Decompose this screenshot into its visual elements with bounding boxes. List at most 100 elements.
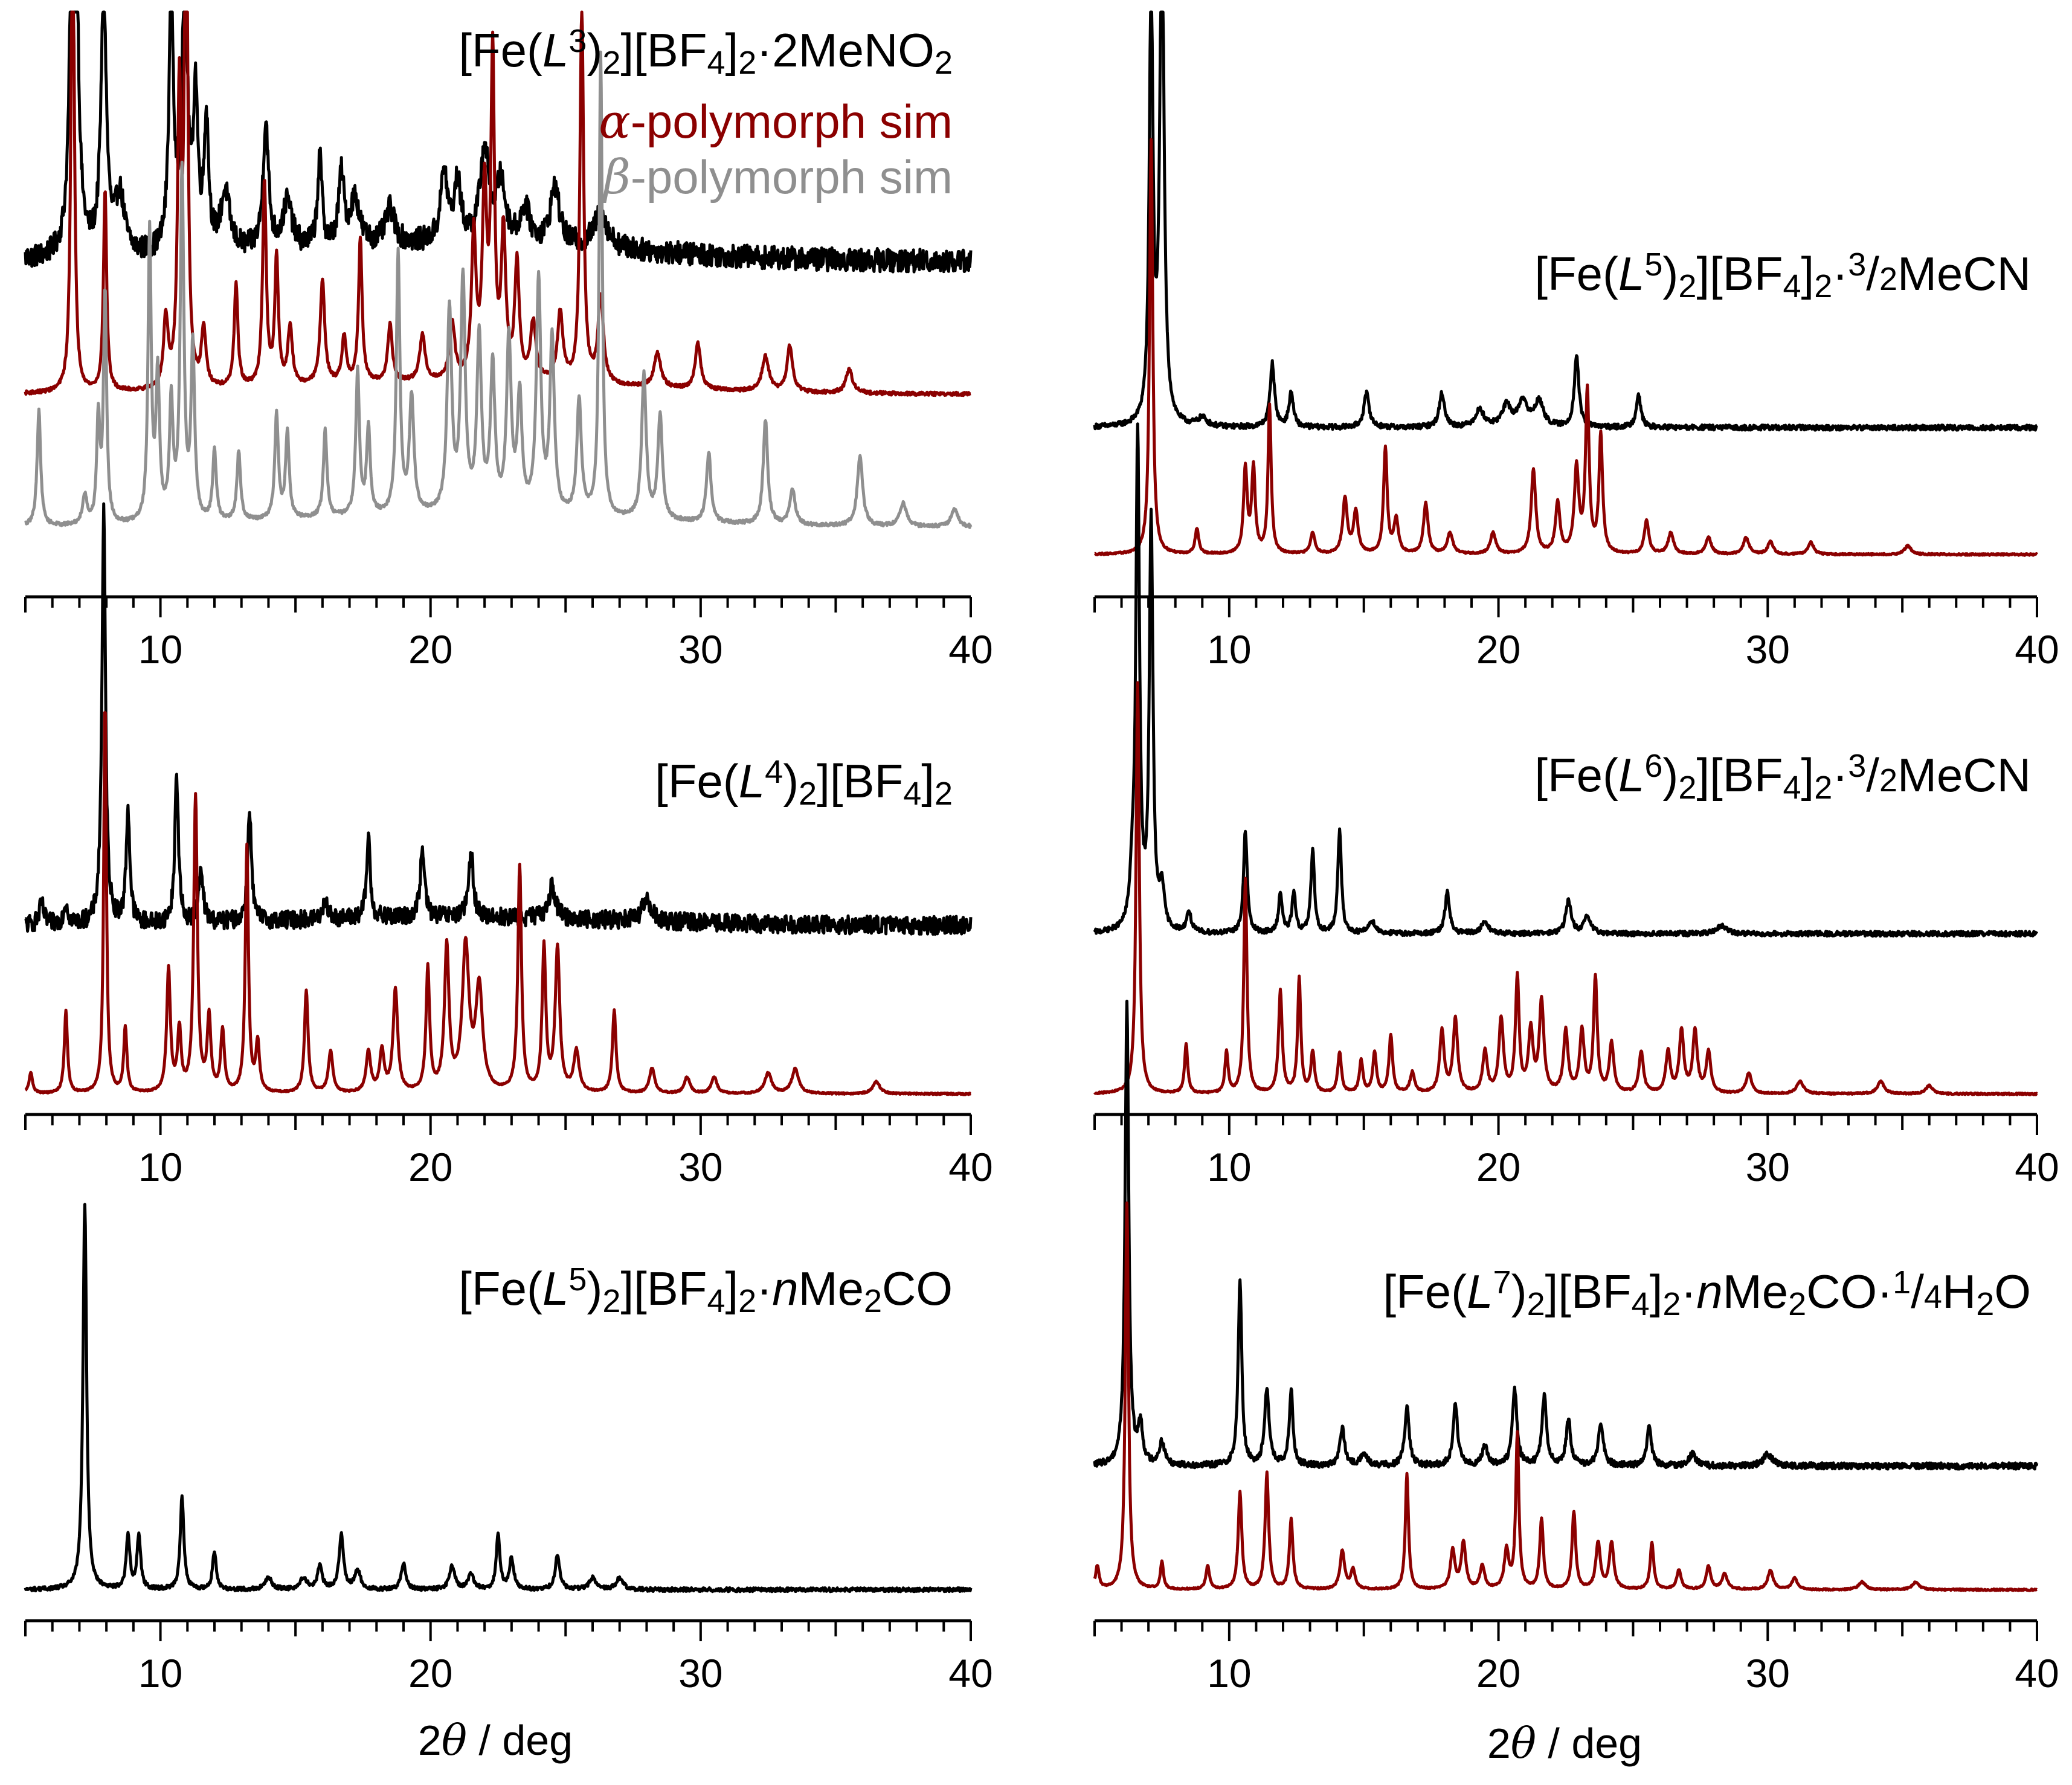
panel-title: [Fe(L3)2][BF4]2·2MeNO2 xyxy=(458,23,953,81)
panel-title-part: ) xyxy=(783,754,799,808)
panel-title-part: [Fe( xyxy=(1534,247,1618,300)
panel-title-part: 4 xyxy=(903,776,921,812)
panel-title-part: 2 xyxy=(935,45,953,81)
pattern-trace-alpha-sim xyxy=(1093,1201,2038,1592)
panel-title-part: 2 xyxy=(602,45,620,81)
panel-title-part: ) xyxy=(1662,247,1678,300)
panel-title-part: CO· xyxy=(1806,1265,1893,1318)
panel-title-part: / xyxy=(1866,748,1879,802)
x-tick-label: 20 xyxy=(1476,1145,1520,1189)
pattern-trace-alpha-sim xyxy=(1093,138,2038,557)
pattern-trace-beta-sim xyxy=(24,50,973,529)
panel-title-part: 6 xyxy=(1644,748,1662,784)
panel-title-part: ] xyxy=(726,24,739,77)
panel-title-part: 2 xyxy=(738,45,756,81)
panel-title-part: L xyxy=(1467,1265,1493,1318)
x-tick-label: 30 xyxy=(678,1651,722,1696)
panel-title-part: ][BF xyxy=(620,24,707,77)
x-tick-label: 20 xyxy=(1476,627,1520,672)
panel-title-part: 2 xyxy=(864,1283,882,1319)
x-axis-title-prefix: 2 xyxy=(418,1717,442,1764)
panel-title-part: / xyxy=(1911,1265,1924,1318)
panel-title: [Fe(L5)2][BF4]2·nMe2CO xyxy=(458,1261,953,1319)
panel-title-part: · xyxy=(756,1262,772,1315)
x-tick-label: 40 xyxy=(948,627,993,672)
legend-entry: β-polymorph sim xyxy=(602,150,953,205)
panel-title-part: [Fe( xyxy=(655,754,739,808)
panel-title-part: 5 xyxy=(1644,246,1662,283)
panel-title-part: Me xyxy=(1723,1265,1788,1318)
panel-title-part: 1 xyxy=(1893,1264,1911,1301)
panel-title-part: L xyxy=(542,24,568,77)
panel-title: [Fe(L7)2][BF4]2·nMe2CO·1/4H2O xyxy=(1383,1264,2031,1322)
chart-panel-bottom-right: 10 20 30 40[Fe(L7)2][BF4]2·nMe2CO·1/4H2O2θ … xyxy=(1093,999,2059,1768)
pattern-trace-experimental xyxy=(1093,999,2039,1471)
x-tick-label: 10 xyxy=(1207,1145,1251,1189)
panel-title-part: ][BF xyxy=(1545,1265,1632,1318)
panel-title-part: 2 xyxy=(799,776,817,812)
x-tick-label: 10 xyxy=(138,1145,182,1189)
panel-title-part: [Fe( xyxy=(458,1262,542,1315)
legend-entry: α-polymorph sim xyxy=(599,95,953,149)
x-tick-label: 30 xyxy=(678,627,722,672)
panel-title-part: 3 xyxy=(568,23,587,59)
x-tick-label: 20 xyxy=(408,627,452,672)
panel-title-part: ) xyxy=(587,1262,602,1315)
panel-title-part: ] xyxy=(726,1262,739,1315)
panel-title-part: n xyxy=(772,1262,798,1315)
panel-title-part: 3 xyxy=(1848,748,1866,784)
x-tick-label: 10 xyxy=(138,627,182,672)
panel-title-part: ][BF xyxy=(620,1262,707,1315)
panel-title-part: ] xyxy=(1801,748,1815,802)
pattern-trace-experimental xyxy=(1093,10,2038,432)
x-axis-title: 2θ / deg xyxy=(418,1716,573,1765)
panel-title-part: 2 xyxy=(935,776,953,812)
legend-label: -polymorph sim xyxy=(631,150,953,204)
x-axis-title-unit: / deg xyxy=(467,1717,573,1764)
legend-greek-letter: α xyxy=(599,95,631,149)
panel-title-part: L xyxy=(1618,748,1644,802)
panel-title-part: H xyxy=(1942,1265,1976,1318)
panel-title-part: L xyxy=(739,754,765,808)
panel-title-part: 2 xyxy=(1527,1286,1545,1322)
chart-panel-top-right: 10 20 30 40[Fe(L5)2][BF4]2·3/2MeCN xyxy=(1093,10,2059,672)
panel-title-part: 4 xyxy=(707,1283,725,1319)
x-axis-title: 2θ / deg xyxy=(1487,1719,1642,1768)
panel-title-part: ) xyxy=(1662,748,1678,802)
panel-title-part: [Fe( xyxy=(1383,1265,1467,1318)
panel-title-part: 4 xyxy=(1632,1286,1650,1322)
panel-title-part: L xyxy=(542,1262,568,1315)
panel-title-part: Me xyxy=(799,1262,864,1315)
panel-title: [Fe(L5)2][BF4]2·3/2MeCN xyxy=(1534,246,2031,304)
panel-title-part: n xyxy=(1696,1265,1722,1318)
panel-title-part: 4 xyxy=(1924,1279,1942,1315)
panel-title-part: O xyxy=(1994,1265,2031,1318)
panel-title-part: 2 xyxy=(1788,1286,1806,1322)
x-tick-label: 30 xyxy=(1746,627,1790,672)
pattern-trace-experimental xyxy=(24,10,973,274)
panel-title-part: ][BF xyxy=(817,754,903,808)
panel-title: [Fe(L4)2][BF4]2 xyxy=(655,754,953,812)
x-axis-title-theta: θ xyxy=(442,1716,467,1765)
panel-title-part: 2 xyxy=(1976,1286,1994,1322)
panel-title-part: 5 xyxy=(568,1261,587,1298)
panel-title-part: · xyxy=(1832,247,1848,300)
pattern-trace-experimental xyxy=(1093,422,2039,938)
panel-title-part: 2 xyxy=(1879,762,1897,799)
panel-title-part: 2 xyxy=(602,1283,620,1319)
panel-title-part: · xyxy=(1681,1265,1696,1318)
panel-title-part: 2 xyxy=(1879,261,1897,297)
pattern-trace-experimental xyxy=(24,502,973,936)
panel-title-part: 2 xyxy=(738,1283,756,1319)
pattern-trace-experimental xyxy=(24,1203,973,1594)
x-axis-title-unit: / deg xyxy=(1536,1720,1642,1767)
panel-title-part: MeCN xyxy=(1897,748,2031,802)
chart-panel-top-left: 10 20 30 40 [Fe(L3)2][BF4]2·2MeNO2 α-polymorp… xyxy=(24,10,993,672)
panel-title-part: ][BF xyxy=(1696,247,1783,300)
panel-title: [Fe(L6)2][BF4]2·3/2MeCN xyxy=(1534,748,2031,806)
panel-title-part: L xyxy=(1618,247,1644,300)
panel-title-part: 2 xyxy=(1678,770,1696,806)
panel-title-part: [Fe( xyxy=(458,24,542,77)
